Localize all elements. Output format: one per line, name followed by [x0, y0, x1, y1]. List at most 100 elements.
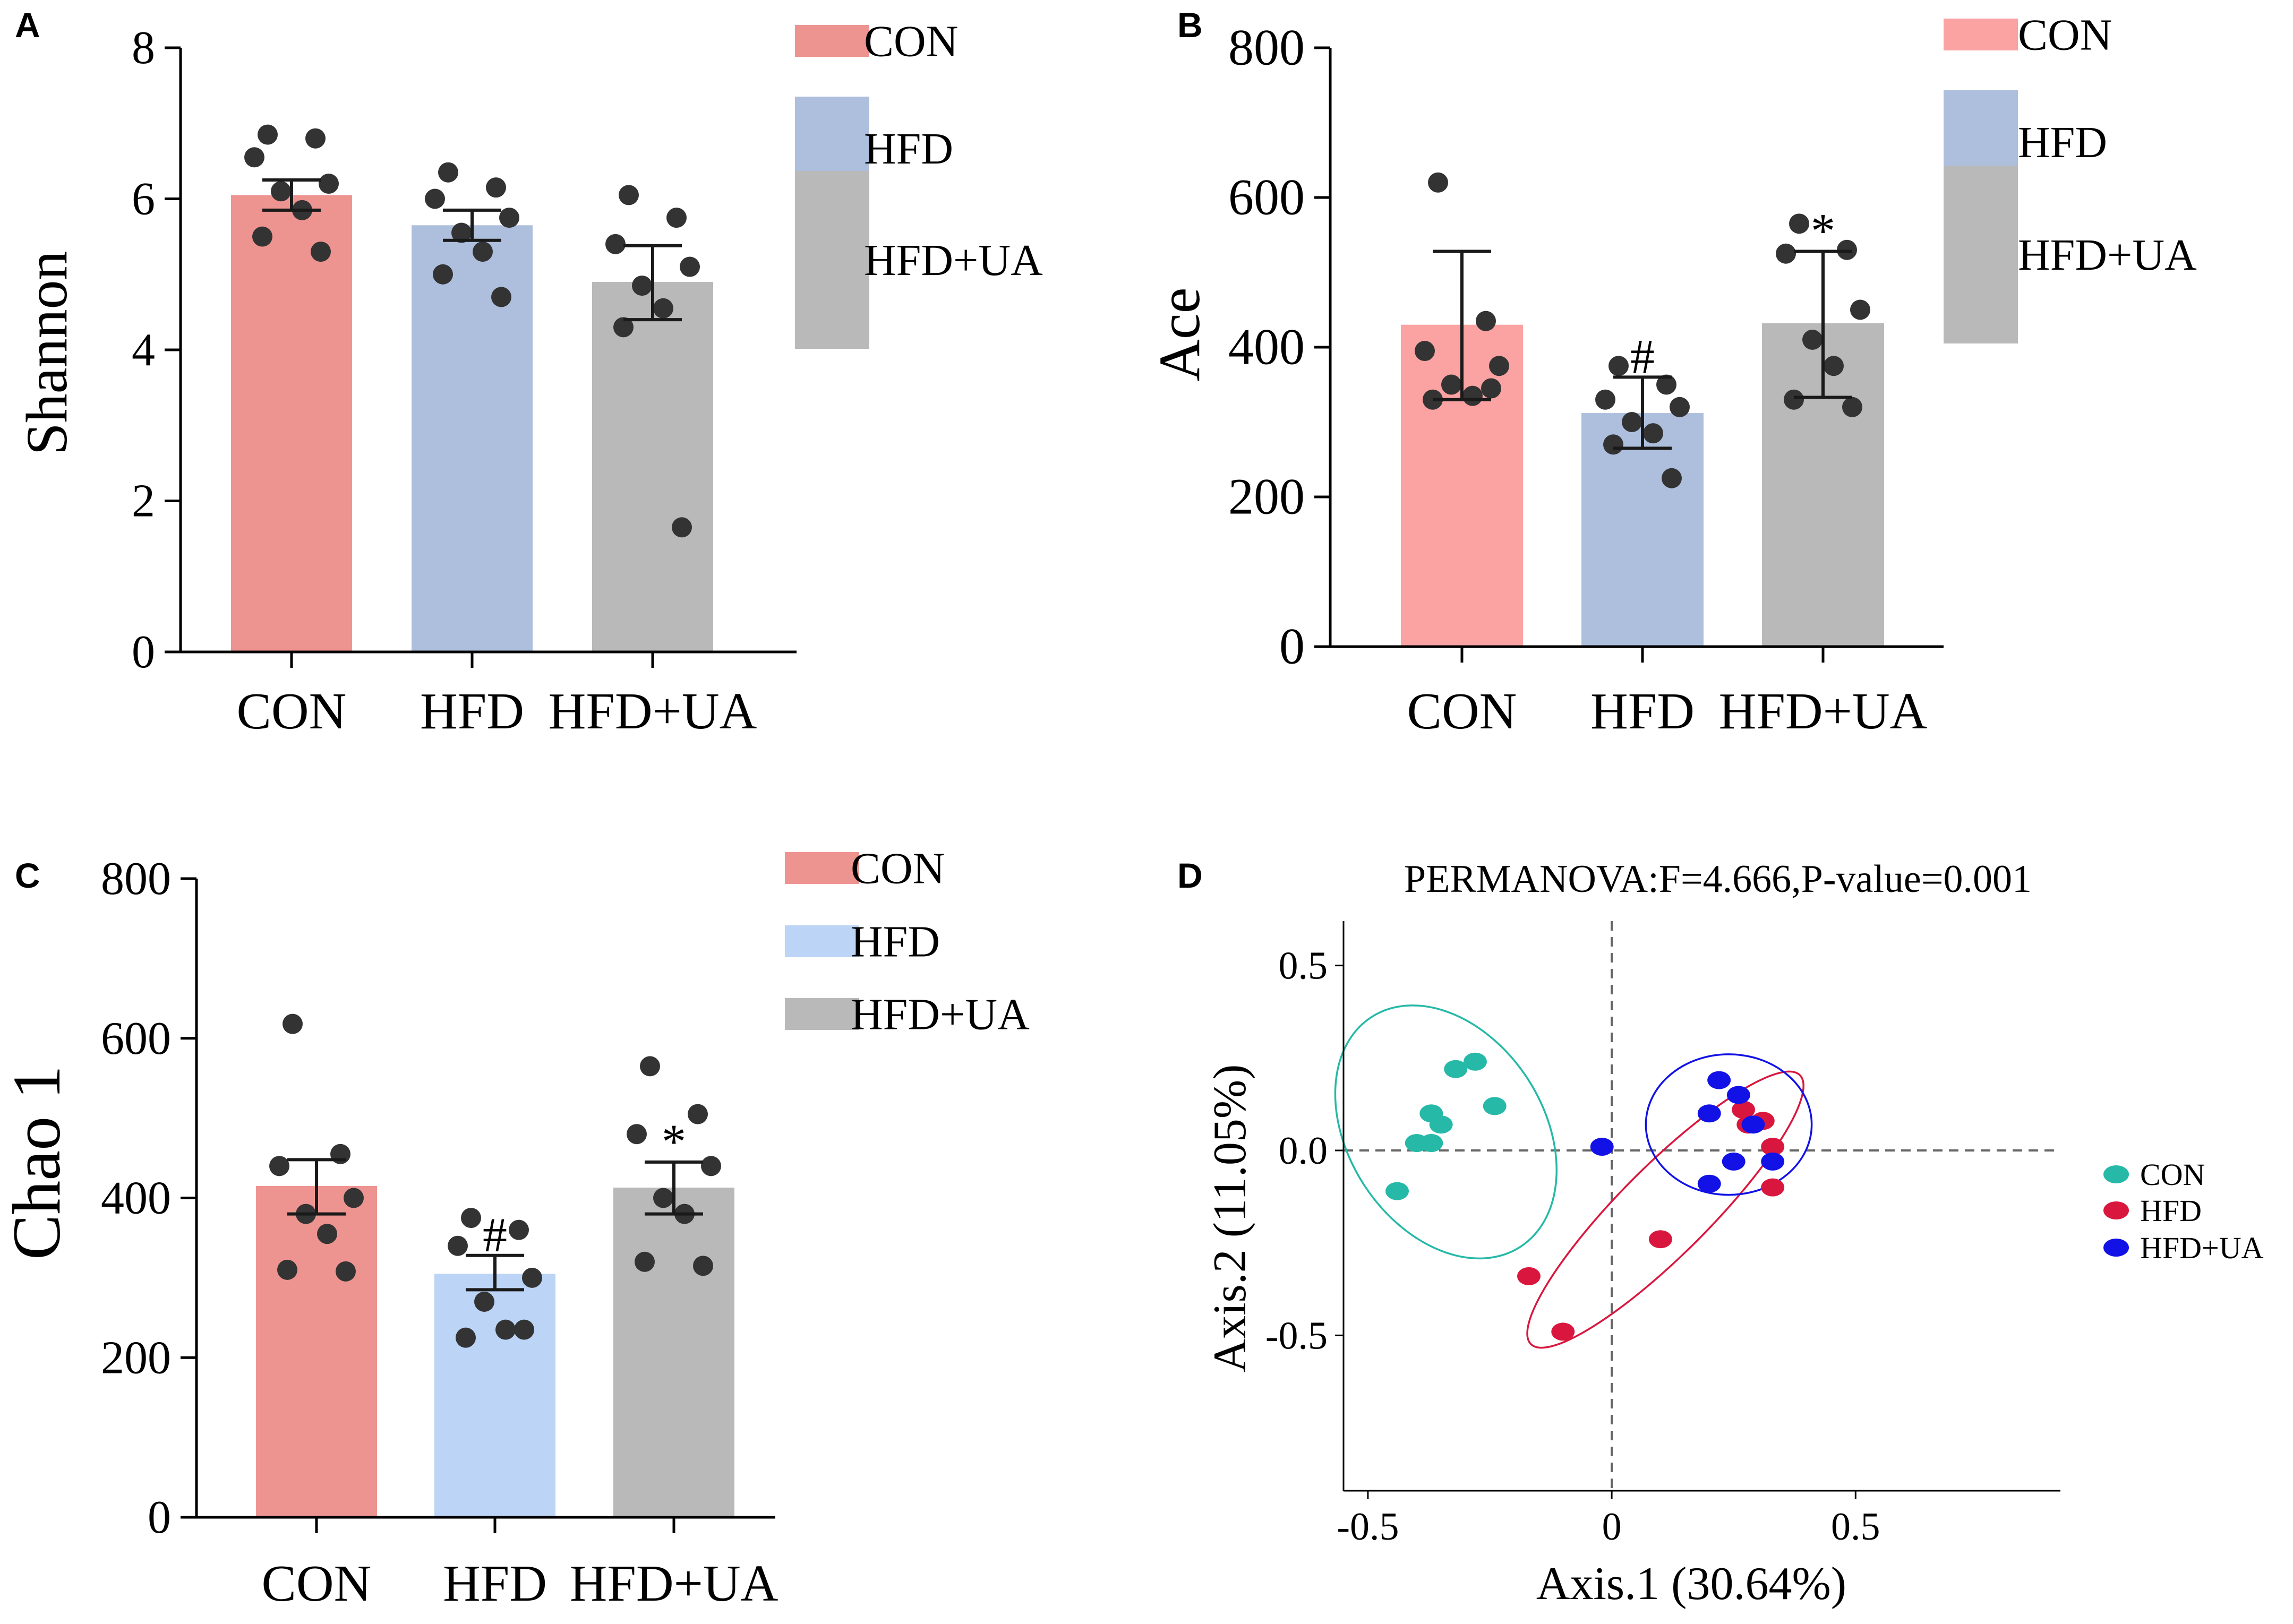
data-point: [1802, 329, 1823, 350]
data-point: [474, 1291, 494, 1312]
significance-mark: *: [1811, 204, 1835, 258]
data-point: [1608, 356, 1629, 376]
data-point: [701, 1156, 721, 1176]
legend-marker: [2103, 1165, 2129, 1183]
data-point: [277, 1259, 297, 1280]
legend-swatch: [785, 998, 859, 1030]
y-axis-label: Axis.2 (11.05%): [1204, 1064, 1256, 1373]
panel-c: C # * 0 200 400 600 800 CON HFD HFD+UA Chao 1 CON HFD…: [0, 844, 1030, 1612]
y-tick-label: 0: [1279, 618, 1305, 675]
y-tick-label: 800: [1228, 19, 1305, 76]
data-point: [448, 1235, 468, 1256]
data-point: [680, 256, 700, 277]
scatter-point-con: [1463, 1052, 1487, 1071]
data-point: [269, 1156, 289, 1176]
legend-swatch: [795, 25, 869, 57]
scatter-point-con: [1444, 1060, 1468, 1078]
scatter-point-hfd: [1517, 1267, 1541, 1285]
y-axis-label: Shannon: [14, 251, 79, 456]
data-point: [1670, 397, 1690, 417]
legend-label: CON: [2018, 11, 2112, 60]
x-tick-label: HFD+UA: [570, 1555, 778, 1612]
data-point: [283, 1013, 303, 1034]
scatter-point-hfd: [1732, 1101, 1756, 1119]
data-point: [258, 124, 278, 145]
data-point: [1776, 243, 1796, 264]
scatter-point-hfd-ua: [1697, 1174, 1721, 1193]
bar-hfd-ua: [592, 281, 713, 652]
scatter-point-hfd: [1761, 1138, 1785, 1156]
confidence-ellipse-hfd-ua: [1645, 1053, 1813, 1196]
y-tick-label: 0: [148, 1492, 171, 1543]
data-point: [317, 1224, 337, 1244]
scatter-point-hfd-ua: [1761, 1152, 1785, 1171]
data-point: [619, 185, 639, 205]
data-point: [319, 174, 339, 194]
data-point: [522, 1267, 542, 1288]
data-point: [613, 317, 634, 338]
x-tick-label: -0.5: [1337, 1505, 1399, 1549]
data-point: [1656, 374, 1676, 395]
data-point: [1842, 397, 1862, 417]
bar-hfd: [1581, 413, 1704, 647]
panel-d: D PERMANOVA:F=4.666,P-value=0.001 0.5 0.0 -0…: [1177, 856, 2264, 1610]
legend-swatch: [795, 171, 869, 349]
scatter-point-hfd-ua: [1741, 1115, 1765, 1134]
data-point: [491, 287, 511, 307]
panel-label: B: [1177, 5, 1203, 45]
significance-mark: #: [483, 1208, 507, 1262]
data-point: [1784, 389, 1804, 410]
data-point: [461, 1208, 481, 1228]
bar-hfd-ua: [613, 1187, 734, 1517]
scatter-point-con: [1429, 1115, 1453, 1134]
legend-swatch: [1944, 166, 2018, 343]
y-axis-label: Ace: [1147, 287, 1212, 381]
data-point: [666, 208, 687, 228]
data-point: [1489, 356, 1509, 376]
data-point: [1643, 423, 1663, 444]
data-point: [1476, 311, 1496, 331]
legend-label: HFD+UA: [2140, 1231, 2264, 1265]
data-point: [486, 177, 506, 198]
y-tick-label: 0.0: [1279, 1129, 1328, 1173]
data-point: [693, 1256, 713, 1276]
scatter-point-hfd-ua: [1726, 1086, 1750, 1104]
data-point: [433, 264, 453, 285]
scatter-point-hfd-ua: [1707, 1071, 1731, 1089]
y-tick-label: 0.5: [1279, 944, 1328, 988]
confidence-ellipse-con: [1334, 1004, 1558, 1260]
legend-label: HFD+UA: [851, 990, 1030, 1039]
data-point: [438, 162, 458, 183]
data-point: [1622, 412, 1642, 432]
data-point: [336, 1261, 356, 1282]
legend-label: CON: [2140, 1157, 2205, 1192]
y-tick-label: 800: [101, 853, 171, 905]
legend-label: CON: [851, 844, 945, 893]
data-point: [514, 1319, 534, 1340]
bar-con: [256, 1185, 377, 1517]
x-tick-label: HFD+UA: [549, 683, 757, 740]
legend-label: HFD: [2018, 118, 2107, 167]
chart-title: PERMANOVA:F=4.666,P-value=0.001: [1404, 857, 2032, 901]
y-tick-label: 6: [132, 174, 155, 225]
legend-label: CON: [864, 17, 958, 66]
scatter-point-con: [1385, 1182, 1409, 1200]
data-point: [672, 517, 692, 538]
x-tick-label: HFD: [420, 683, 524, 740]
legend-label: HFD+UA: [2018, 230, 2197, 280]
data-point: [1595, 389, 1615, 410]
x-tick-label: CON: [1407, 683, 1517, 740]
legend-label: HFD: [864, 124, 953, 174]
data-point: [688, 1104, 708, 1124]
y-tick-label: 2: [132, 476, 155, 527]
panel-label: C: [15, 856, 40, 895]
y-axis-label: Chao 1: [0, 1066, 74, 1260]
legend-marker: [2103, 1201, 2129, 1219]
data-point: [305, 128, 326, 149]
bar-con: [231, 195, 352, 652]
data-point: [311, 242, 331, 262]
data-point: [1789, 213, 1809, 234]
data-point: [653, 1188, 673, 1208]
data-point: [244, 147, 264, 168]
